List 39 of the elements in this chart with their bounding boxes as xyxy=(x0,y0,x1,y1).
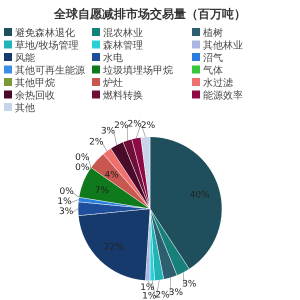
legend-label: 植树 xyxy=(203,27,223,39)
text: 0% xyxy=(75,162,90,173)
data-label: 3% xyxy=(100,126,116,136)
legend-label: 其他可再生能源 xyxy=(15,64,85,76)
data-label: 2% xyxy=(128,119,142,130)
data-label: 7% xyxy=(94,186,110,196)
legend-label: 余热回收 xyxy=(15,90,55,102)
data-label: 3% xyxy=(168,288,184,298)
legend-label: 森林管理 xyxy=(103,40,143,52)
legend-label: 水电 xyxy=(103,52,123,64)
data-label: 2% xyxy=(114,121,129,132)
data-label: 2% xyxy=(140,121,156,132)
data-label: 1% xyxy=(142,292,157,300)
data-label: 40% xyxy=(190,190,210,200)
legend-label: 能源效率 xyxy=(203,90,243,102)
legend-label: 草地/牧场管理 xyxy=(15,40,78,52)
data-label: 1% xyxy=(140,283,155,294)
legend-label: 沼气 xyxy=(203,52,223,64)
legend-label: 其他林业 xyxy=(203,40,243,52)
chart-title: 全球自愿减排市场交易量（百万吨） xyxy=(53,7,246,21)
legend-label: 炉灶 xyxy=(103,77,123,89)
legend-label: 垃圾填埋场甲烷 xyxy=(102,64,173,76)
legend-label: 水过滤 xyxy=(203,77,233,89)
data-label: 3% xyxy=(182,280,197,290)
legend-label: 其他 xyxy=(15,102,35,114)
text: 0% xyxy=(75,152,90,163)
data-label: 1% xyxy=(57,197,72,208)
data-label: 22% xyxy=(104,242,124,252)
data-label: 2% xyxy=(89,137,104,148)
legend-label: 避免森林退化 xyxy=(15,27,75,39)
text: 0% xyxy=(60,187,74,198)
data-label: 4% xyxy=(104,170,120,180)
legend-label: 其他甲烷 xyxy=(15,77,55,89)
data-label: 3% xyxy=(59,207,74,218)
legend-label: 风能 xyxy=(15,52,35,64)
legend-label: 气体 xyxy=(203,64,223,76)
data-label: 2% xyxy=(155,290,170,300)
legend-label: 混农林业 xyxy=(103,27,143,39)
legend-label: 燃料转换 xyxy=(103,90,143,102)
